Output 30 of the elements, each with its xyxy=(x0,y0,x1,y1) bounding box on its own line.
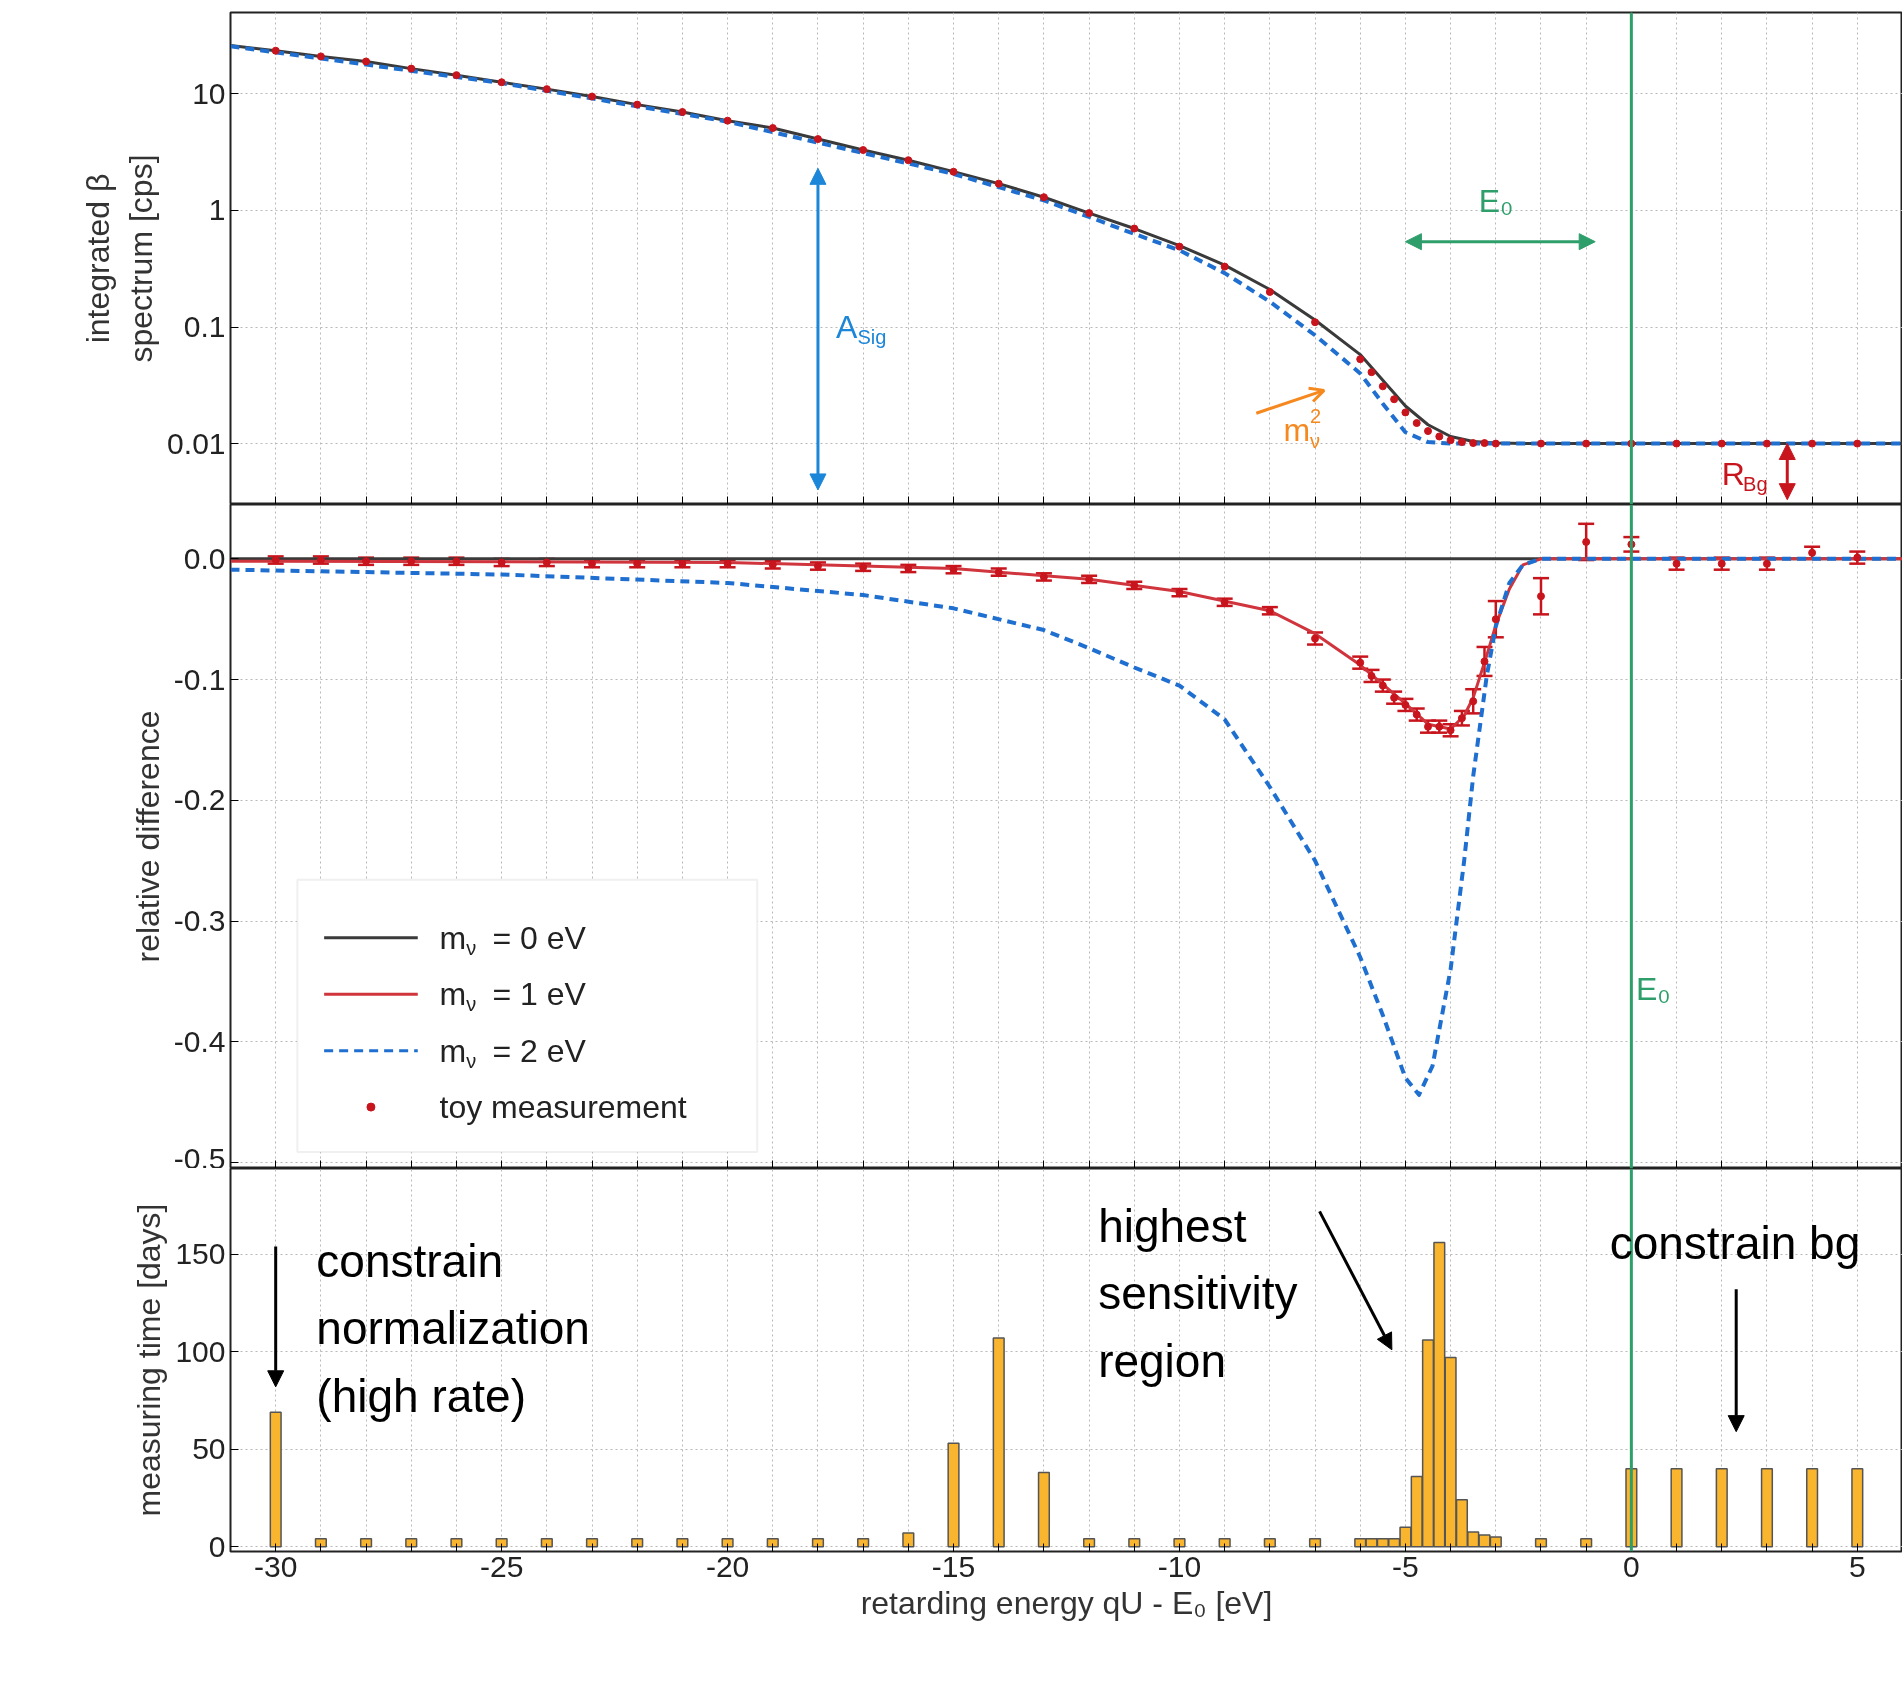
x-tick-label: -5 xyxy=(1392,1549,1419,1583)
x-axis-title: retarding energy qU - E₀ [eV] xyxy=(860,1584,1273,1621)
y-axis-title: relative difference xyxy=(129,710,166,963)
y-tick-label: -0.3 xyxy=(173,904,226,938)
annotation: highest sensitivity region xyxy=(1098,1199,1298,1387)
x-tick-label: -10 xyxy=(1157,1549,1202,1583)
x-tick-label: -25 xyxy=(479,1549,524,1583)
y-tick-label: 0.1 xyxy=(183,310,226,344)
y-tick-label: -0.1 xyxy=(173,662,226,696)
y-tick-label: -0.5 xyxy=(173,1141,226,1175)
y-tick-label: 150 xyxy=(175,1237,226,1271)
x-tick-label: 5 xyxy=(1848,1549,1866,1583)
x-tick-label: -15 xyxy=(931,1549,976,1583)
y-axis-title: integrated β spectrum [cps] xyxy=(79,154,160,363)
x-tick-label: -20 xyxy=(705,1549,750,1583)
y-tick-label: 100 xyxy=(175,1334,226,1368)
ref-line-label: E₀ xyxy=(1635,971,1671,1008)
x-tick-label: 0 xyxy=(1623,1549,1640,1583)
y-tick-label: 10 xyxy=(192,76,226,110)
x-tick-label: -30 xyxy=(254,1549,298,1583)
annotation: constrain normalization (high rate) xyxy=(316,1234,590,1422)
y-tick-label: 0.0 xyxy=(183,541,226,575)
y-axis-title: measuring time [days] xyxy=(131,1203,168,1517)
y-tick-label: 50 xyxy=(192,1432,226,1466)
legend-label: toy measurement xyxy=(439,1089,687,1126)
y-tick-label: 0.01 xyxy=(167,426,226,460)
annotation: E₀ xyxy=(1478,183,1514,220)
y-tick-label: 1 xyxy=(208,193,226,227)
y-tick-label: -0.2 xyxy=(173,783,226,817)
y-tick-label: -0.4 xyxy=(173,1024,226,1058)
